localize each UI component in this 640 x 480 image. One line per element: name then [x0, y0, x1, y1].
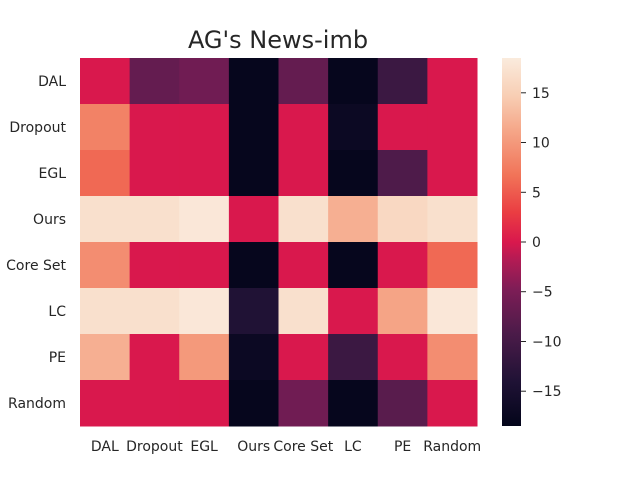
colorbar-tick-label: 5	[532, 185, 541, 201]
heatmap-cell	[179, 334, 230, 381]
x-tick-label: PE	[394, 439, 411, 455]
heatmap-cell	[427, 150, 478, 197]
heatmap-cell	[228, 380, 280, 427]
heatmap-cell	[328, 242, 379, 289]
heatmap-cell	[228, 242, 280, 289]
heatmap-cell	[328, 288, 379, 335]
heatmap-cell	[427, 196, 478, 243]
x-tick-label: Ours	[237, 439, 270, 455]
heatmap-cell	[427, 288, 478, 335]
heatmap-cell	[278, 150, 329, 197]
heatmap-cell	[328, 104, 379, 151]
colorbar-tick-label: −10	[532, 335, 562, 351]
heatmap-cell	[228, 334, 280, 381]
y-tick-label: Dropout	[9, 120, 66, 136]
heatmap-cell	[179, 150, 230, 197]
heatmap-cell	[427, 380, 478, 427]
heatmap-cell	[129, 288, 180, 335]
heatmap-cell	[129, 334, 180, 381]
heatmap-cell	[80, 334, 131, 381]
heatmap-cell	[179, 58, 230, 105]
heatmap-cells	[80, 58, 478, 427]
colorbar-tick-label: 10	[532, 136, 550, 152]
y-tick-label: LC	[48, 304, 66, 320]
heatmap-cell	[179, 104, 230, 151]
heatmap-cell	[129, 196, 180, 243]
heatmap-cell	[278, 58, 329, 105]
heatmap-cell	[427, 242, 478, 289]
heatmap-cell	[427, 58, 478, 105]
x-tick-label: EGL	[190, 439, 218, 455]
heatmap-cell	[228, 104, 280, 151]
heatmap-cell	[328, 150, 379, 197]
colorbar-tick-label: −5	[532, 285, 553, 301]
x-tick-label: Random	[423, 439, 481, 455]
heatmap-cell	[179, 242, 230, 289]
heatmap-cell	[278, 334, 329, 381]
x-tick-label: Dropout	[126, 439, 183, 455]
colorbar-tick-label: 0	[532, 235, 541, 251]
heatmap-cell	[377, 104, 428, 151]
heatmap-cell	[278, 196, 329, 243]
colorbar-tick-label: −15	[532, 384, 562, 400]
y-tick-label: Ours	[33, 212, 66, 228]
x-tick-label: LC	[344, 439, 362, 455]
heatmap-cell	[278, 380, 329, 427]
heatmap-cell	[278, 288, 329, 335]
colorbar	[502, 58, 521, 426]
colorbar-tick-label: 15	[532, 86, 550, 102]
heatmap-cell	[377, 242, 428, 289]
heatmap-cell	[228, 196, 280, 243]
heatmap-cell	[228, 288, 280, 335]
heatmap-cell	[228, 58, 280, 105]
heatmap-cell	[80, 288, 131, 335]
chart-title: AG's News-imb	[188, 26, 368, 54]
heatmap-cell	[427, 104, 478, 151]
heatmap-cell	[80, 150, 131, 197]
y-tick-label: Core Set	[6, 258, 66, 274]
heatmap-cell	[328, 334, 379, 381]
x-axis-tick-labels: DAL Dropout EGL Ours Core Set LC PE Random	[91, 439, 481, 455]
heatmap-cell	[427, 334, 478, 381]
heatmap-cell	[80, 104, 131, 151]
heatmap-cell	[278, 104, 329, 151]
heatmap-cell	[80, 380, 131, 427]
heatmap-cell	[179, 380, 230, 427]
heatmap-cell	[129, 242, 180, 289]
heatmap-cell	[129, 58, 180, 105]
y-tick-label: DAL	[38, 74, 66, 90]
heatmap-cell	[179, 196, 230, 243]
heatmap-cell	[377, 196, 428, 243]
heatmap-cell	[129, 104, 180, 151]
heatmap-cell	[129, 150, 180, 197]
y-axis-tick-labels: DAL Dropout EGL Ours Core Set LC PE Random	[6, 74, 66, 412]
heatmap-cell	[328, 196, 379, 243]
heatmap-cell	[129, 380, 180, 427]
heatmap-cell	[80, 58, 131, 105]
heatmap-cell	[80, 196, 131, 243]
heatmap-cell	[278, 242, 329, 289]
y-tick-label: EGL	[39, 166, 67, 182]
x-tick-label: Core Set	[273, 439, 333, 455]
colorbar-ticks: 15 10 5 0 −5 −10 −15	[521, 86, 562, 400]
y-tick-label: Random	[8, 396, 66, 412]
heatmap-cell	[228, 150, 280, 197]
heatmap-cell	[377, 334, 428, 381]
heatmap-cell	[179, 288, 230, 335]
heatmap-cell	[377, 58, 428, 105]
heatmap-cell	[328, 58, 379, 105]
heatmap-cell	[377, 380, 428, 427]
x-tick-label: DAL	[91, 439, 119, 455]
heatmap-cell	[328, 380, 379, 427]
y-tick-label: PE	[49, 350, 66, 366]
heatmap-cell	[80, 242, 131, 289]
heatmap-cell	[377, 288, 428, 335]
heatmap-cell	[377, 150, 428, 197]
